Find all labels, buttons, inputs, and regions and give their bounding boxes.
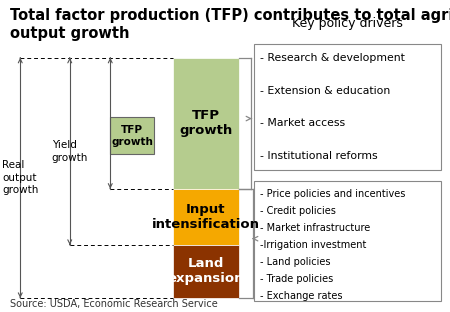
Bar [173, 58, 238, 189]
Bar [254, 181, 441, 301]
Text: - Institutional reforms: - Institutional reforms [260, 151, 377, 161]
Text: TFP
growth: TFP growth [179, 109, 233, 137]
Text: TFP
growth: TFP growth [111, 125, 153, 147]
Bar [173, 245, 238, 298]
Bar [173, 189, 238, 245]
Text: - Exchange rates: - Exchange rates [260, 291, 342, 301]
Text: - Market infrastructure: - Market infrastructure [260, 223, 370, 233]
Text: Real
output
growth: Real output growth [2, 160, 39, 195]
Text: - Research & development: - Research & development [260, 53, 405, 63]
Bar [254, 44, 441, 170]
Text: Yield
growth: Yield growth [52, 140, 88, 163]
Text: - Market access: - Market access [260, 118, 345, 128]
Text: Key policy drivers: Key policy drivers [292, 17, 403, 30]
Text: - Land policies: - Land policies [260, 257, 330, 267]
Text: Total factor production (TFP) contributes to total agricultural
output growth: Total factor production (TFP) contribute… [10, 8, 450, 41]
Text: - Trade policies: - Trade policies [260, 274, 333, 284]
Text: Land
expansion: Land expansion [167, 257, 244, 285]
Text: - Price policies and incentives: - Price policies and incentives [260, 189, 405, 199]
Text: Input
intensification: Input intensification [152, 203, 260, 231]
Text: - Credit policies: - Credit policies [260, 206, 336, 216]
Text: Source: USDA, Economic Research Service: Source: USDA, Economic Research Service [10, 299, 218, 309]
Text: -Irrigation investment: -Irrigation investment [260, 240, 366, 250]
Text: - Extension & education: - Extension & education [260, 85, 390, 95]
Bar [110, 117, 154, 154]
